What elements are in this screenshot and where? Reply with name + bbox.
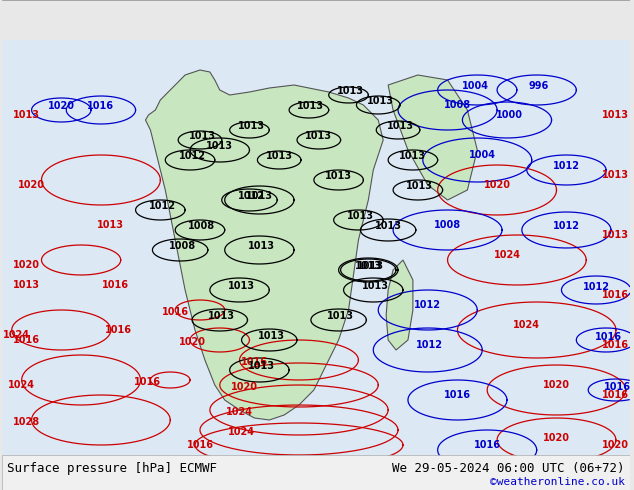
Text: We 29-05-2024 06:00 UTC (06+72): We 29-05-2024 06:00 UTC (06+72) <box>392 462 625 474</box>
Text: 1016: 1016 <box>134 377 161 387</box>
Text: 1016: 1016 <box>186 440 214 450</box>
Text: 1013: 1013 <box>238 121 265 131</box>
Text: 1013: 1013 <box>602 230 630 240</box>
Text: 1013: 1013 <box>258 331 285 341</box>
Text: 1024: 1024 <box>3 330 30 340</box>
Text: 1020: 1020 <box>602 440 630 450</box>
Text: 1020: 1020 <box>48 101 75 111</box>
Text: 1008: 1008 <box>169 241 196 251</box>
Text: 1016: 1016 <box>604 382 631 392</box>
Text: 1013: 1013 <box>306 131 332 141</box>
Text: 1013: 1013 <box>355 261 382 271</box>
Text: Surface pressure [hPa] ECMWF: Surface pressure [hPa] ECMWF <box>7 462 217 474</box>
Text: 1013: 1013 <box>98 220 124 230</box>
Polygon shape <box>388 75 477 200</box>
Text: 1028: 1028 <box>13 417 40 427</box>
Text: 1020: 1020 <box>543 433 570 443</box>
Text: 1012: 1012 <box>414 300 441 310</box>
Text: 1013: 1013 <box>248 361 275 371</box>
Text: 1024: 1024 <box>514 320 540 330</box>
Text: 1013: 1013 <box>208 311 235 321</box>
Text: 1013: 1013 <box>406 181 433 191</box>
Text: 1013: 1013 <box>366 96 394 106</box>
Text: 1016: 1016 <box>162 307 189 317</box>
Text: 1013: 1013 <box>297 101 325 111</box>
Text: 1016: 1016 <box>105 325 133 335</box>
Polygon shape <box>145 70 383 420</box>
Text: 1012: 1012 <box>149 201 176 211</box>
Text: 1000: 1000 <box>495 110 522 120</box>
FancyBboxPatch shape <box>2 455 630 490</box>
Text: 1016: 1016 <box>595 332 621 342</box>
Text: 1013: 1013 <box>327 311 354 321</box>
Text: 1020: 1020 <box>18 180 45 190</box>
Text: 1013: 1013 <box>357 261 384 271</box>
Text: 1013: 1013 <box>387 121 413 131</box>
Text: 1013: 1013 <box>266 151 293 161</box>
Text: ©weatheronline.co.uk: ©weatheronline.co.uk <box>490 477 625 487</box>
Text: 1004: 1004 <box>462 81 489 91</box>
Text: 1020: 1020 <box>543 380 570 390</box>
Text: 1013: 1013 <box>228 281 255 291</box>
Text: 1024: 1024 <box>493 250 521 260</box>
Text: 1020: 1020 <box>13 260 40 270</box>
Text: 1013: 1013 <box>13 110 40 120</box>
Text: 1024: 1024 <box>8 380 35 390</box>
Text: 1020: 1020 <box>484 180 510 190</box>
Text: 1016: 1016 <box>602 340 630 350</box>
Text: 1012: 1012 <box>238 191 265 201</box>
Text: 1020: 1020 <box>179 337 205 347</box>
Text: 1004: 1004 <box>469 150 496 160</box>
Text: 1012: 1012 <box>553 221 580 231</box>
Text: 1013: 1013 <box>337 86 364 96</box>
Text: 1012: 1012 <box>417 340 443 350</box>
Text: 1013: 1013 <box>347 211 374 221</box>
Text: 1013: 1013 <box>375 221 401 231</box>
Text: 1024: 1024 <box>226 407 253 417</box>
Text: 1016: 1016 <box>102 280 129 290</box>
Text: 1016: 1016 <box>87 101 114 111</box>
FancyBboxPatch shape <box>2 40 630 460</box>
Text: 1016: 1016 <box>13 335 40 345</box>
Text: 1012: 1012 <box>179 151 205 161</box>
Text: 1012: 1012 <box>553 161 580 171</box>
Text: 1013: 1013 <box>13 280 40 290</box>
Text: 1016: 1016 <box>241 357 268 367</box>
Text: 1013: 1013 <box>602 170 630 180</box>
Text: 1008: 1008 <box>188 221 216 231</box>
Text: 1020: 1020 <box>231 382 258 392</box>
Text: 1013: 1013 <box>362 281 389 291</box>
Text: 1008: 1008 <box>444 100 471 110</box>
Text: 1016: 1016 <box>602 390 630 400</box>
Text: 996: 996 <box>529 81 549 91</box>
Text: 1016: 1016 <box>602 290 630 300</box>
Text: 1013: 1013 <box>399 151 427 161</box>
Text: 1024: 1024 <box>228 427 255 437</box>
Text: 1008: 1008 <box>434 220 461 230</box>
Text: 1013: 1013 <box>188 131 216 141</box>
Text: 1016: 1016 <box>474 440 501 450</box>
Polygon shape <box>386 260 413 350</box>
Text: 1013: 1013 <box>206 141 233 151</box>
Text: 1013: 1013 <box>602 110 630 120</box>
Text: 1016: 1016 <box>444 390 471 400</box>
Text: 1013: 1013 <box>325 171 352 181</box>
Text: 1013: 1013 <box>246 191 273 201</box>
Text: 1012: 1012 <box>583 282 610 292</box>
Text: 1013: 1013 <box>248 241 275 251</box>
